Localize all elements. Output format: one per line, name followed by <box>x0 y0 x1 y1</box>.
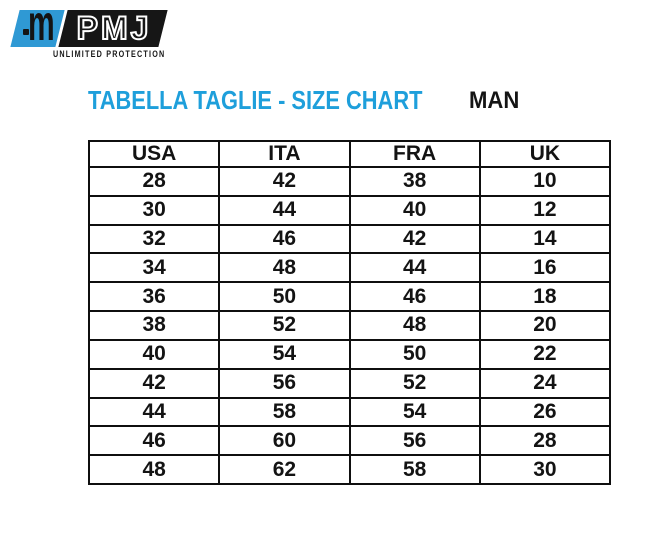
table-row: 40 54 50 22 <box>87 338 612 370</box>
pmj-logo: m PMJ UNLIMITED PROTECTION <box>10 0 173 60</box>
table-cell: 48 <box>218 252 351 284</box>
table-cell: 28 <box>87 166 221 197</box>
table-cell: 36 <box>87 281 221 313</box>
table-cell: 46 <box>87 425 221 457</box>
table-cell: 26 <box>478 396 612 428</box>
table-cell: 12 <box>478 194 612 226</box>
table-cell: 16 <box>478 252 612 284</box>
size-table-body: 28 42 38 10 30 44 40 12 32 46 42 14 34 48 44 16 36 50 46 18… <box>87 166 612 485</box>
table-row: 44 58 54 26 <box>87 396 612 428</box>
table-cell: 46 <box>348 281 481 313</box>
table-cell: 54 <box>348 396 481 428</box>
pmj-dot-icon <box>23 29 29 35</box>
table-row: 42 56 52 24 <box>87 367 612 399</box>
table-cell: 42 <box>218 166 351 197</box>
table-cell: 60 <box>218 425 351 457</box>
table-cell: 38 <box>348 166 481 197</box>
table-row: 36 50 46 18 <box>87 281 612 313</box>
table-cell: 28 <box>478 425 612 457</box>
table-row: 32 46 42 14 <box>87 223 612 255</box>
table-cell: 22 <box>478 338 612 370</box>
table-cell: 24 <box>478 367 612 399</box>
column-header: UK <box>478 140 612 168</box>
table-cell: 20 <box>478 310 612 341</box>
table-row: 34 48 44 16 <box>87 252 612 284</box>
pmj-m-icon: m <box>28 0 55 51</box>
table-cell: 54 <box>218 338 351 370</box>
table-cell: 40 <box>87 338 221 370</box>
table-cell: 52 <box>218 310 351 341</box>
table-cell: 40 <box>348 194 481 226</box>
table-cell: 58 <box>348 454 481 485</box>
table-cell: 42 <box>348 223 481 255</box>
table-cell: 10 <box>478 166 612 197</box>
size-table-head: USA ITA FRA UK <box>87 140 612 168</box>
table-cell: 52 <box>348 367 481 399</box>
brand-tagline: UNLIMITED PROTECTION <box>53 49 166 59</box>
table-cell: 18 <box>478 281 612 313</box>
column-header: FRA <box>348 140 481 168</box>
page-title: TABELLA TAGLIE - SIZE CHART <box>88 85 423 115</box>
table-cell: 56 <box>348 425 481 457</box>
table-cell: 50 <box>348 338 481 370</box>
table-row: 46 60 56 28 <box>87 425 612 457</box>
table-cell: 38 <box>87 310 221 341</box>
size-table: USA ITA FRA UK 28 42 38 10 30 44 40 12 32 46 42 14 34 48… <box>87 140 612 485</box>
table-row: 48 62 58 30 <box>87 454 612 485</box>
table-cell: 44 <box>218 194 351 226</box>
column-header: USA <box>87 140 221 168</box>
gender-label: MAN <box>469 87 520 114</box>
table-cell: 48 <box>87 454 221 485</box>
table-cell: 62 <box>218 454 351 485</box>
table-cell: 14 <box>478 223 612 255</box>
column-header: ITA <box>218 140 351 168</box>
table-cell: 34 <box>87 252 221 284</box>
header-row: USA ITA FRA UK <box>87 140 612 168</box>
table-cell: 46 <box>218 223 351 255</box>
table-row: 30 44 40 12 <box>87 194 612 226</box>
table-cell: 44 <box>87 396 221 428</box>
table-cell: 48 <box>348 310 481 341</box>
table-row: 38 52 48 20 <box>87 310 612 341</box>
table-cell: 42 <box>87 367 221 399</box>
brand-name: PMJ <box>76 9 152 47</box>
table-cell: 56 <box>218 367 351 399</box>
table-row: 28 42 38 10 <box>87 166 612 197</box>
table-cell: 44 <box>348 252 481 284</box>
table-cell: 30 <box>478 454 612 485</box>
table-cell: 58 <box>218 396 351 428</box>
table-cell: 30 <box>87 194 221 226</box>
table-cell: 32 <box>87 223 221 255</box>
table-cell: 50 <box>218 281 351 313</box>
